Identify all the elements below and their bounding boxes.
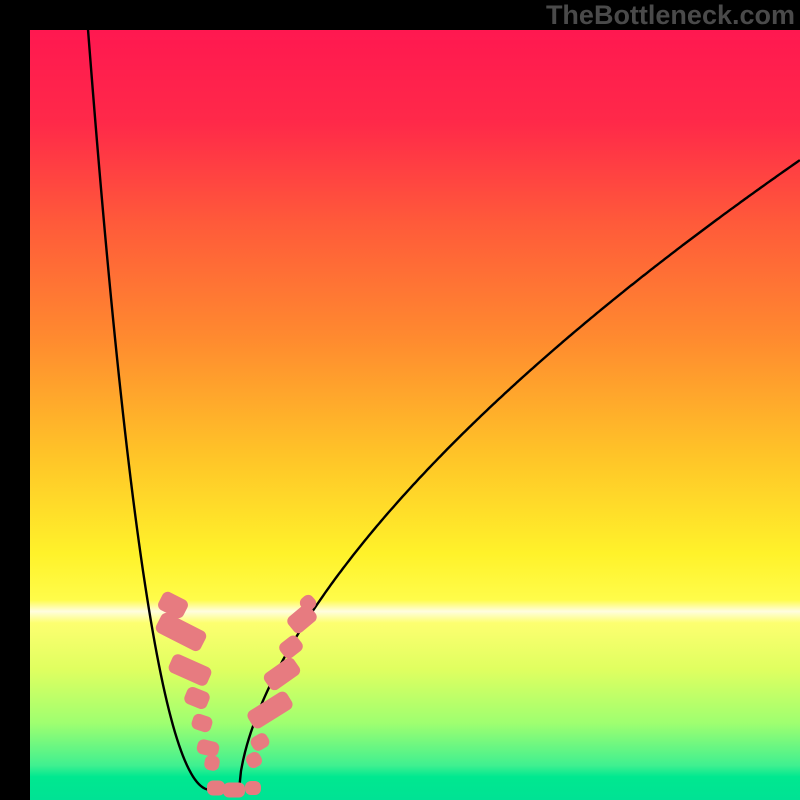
data-marker: [196, 738, 221, 758]
data-marker: [183, 685, 212, 711]
data-marker: [277, 633, 305, 661]
chart-stage: TheBottleneck.com: [0, 0, 800, 800]
plot-area: [30, 30, 800, 800]
data-marker: [248, 731, 271, 753]
data-marker: [207, 781, 225, 796]
watermark-text: TheBottleneck.com: [546, 0, 795, 31]
data-marker: [245, 689, 295, 730]
data-marker: [203, 754, 220, 771]
data-marker: [167, 652, 214, 687]
data-marker: [190, 712, 214, 733]
data-marker: [245, 781, 261, 795]
data-marker: [223, 783, 245, 798]
curve-layer: [30, 30, 800, 800]
data-marker: [244, 750, 264, 770]
